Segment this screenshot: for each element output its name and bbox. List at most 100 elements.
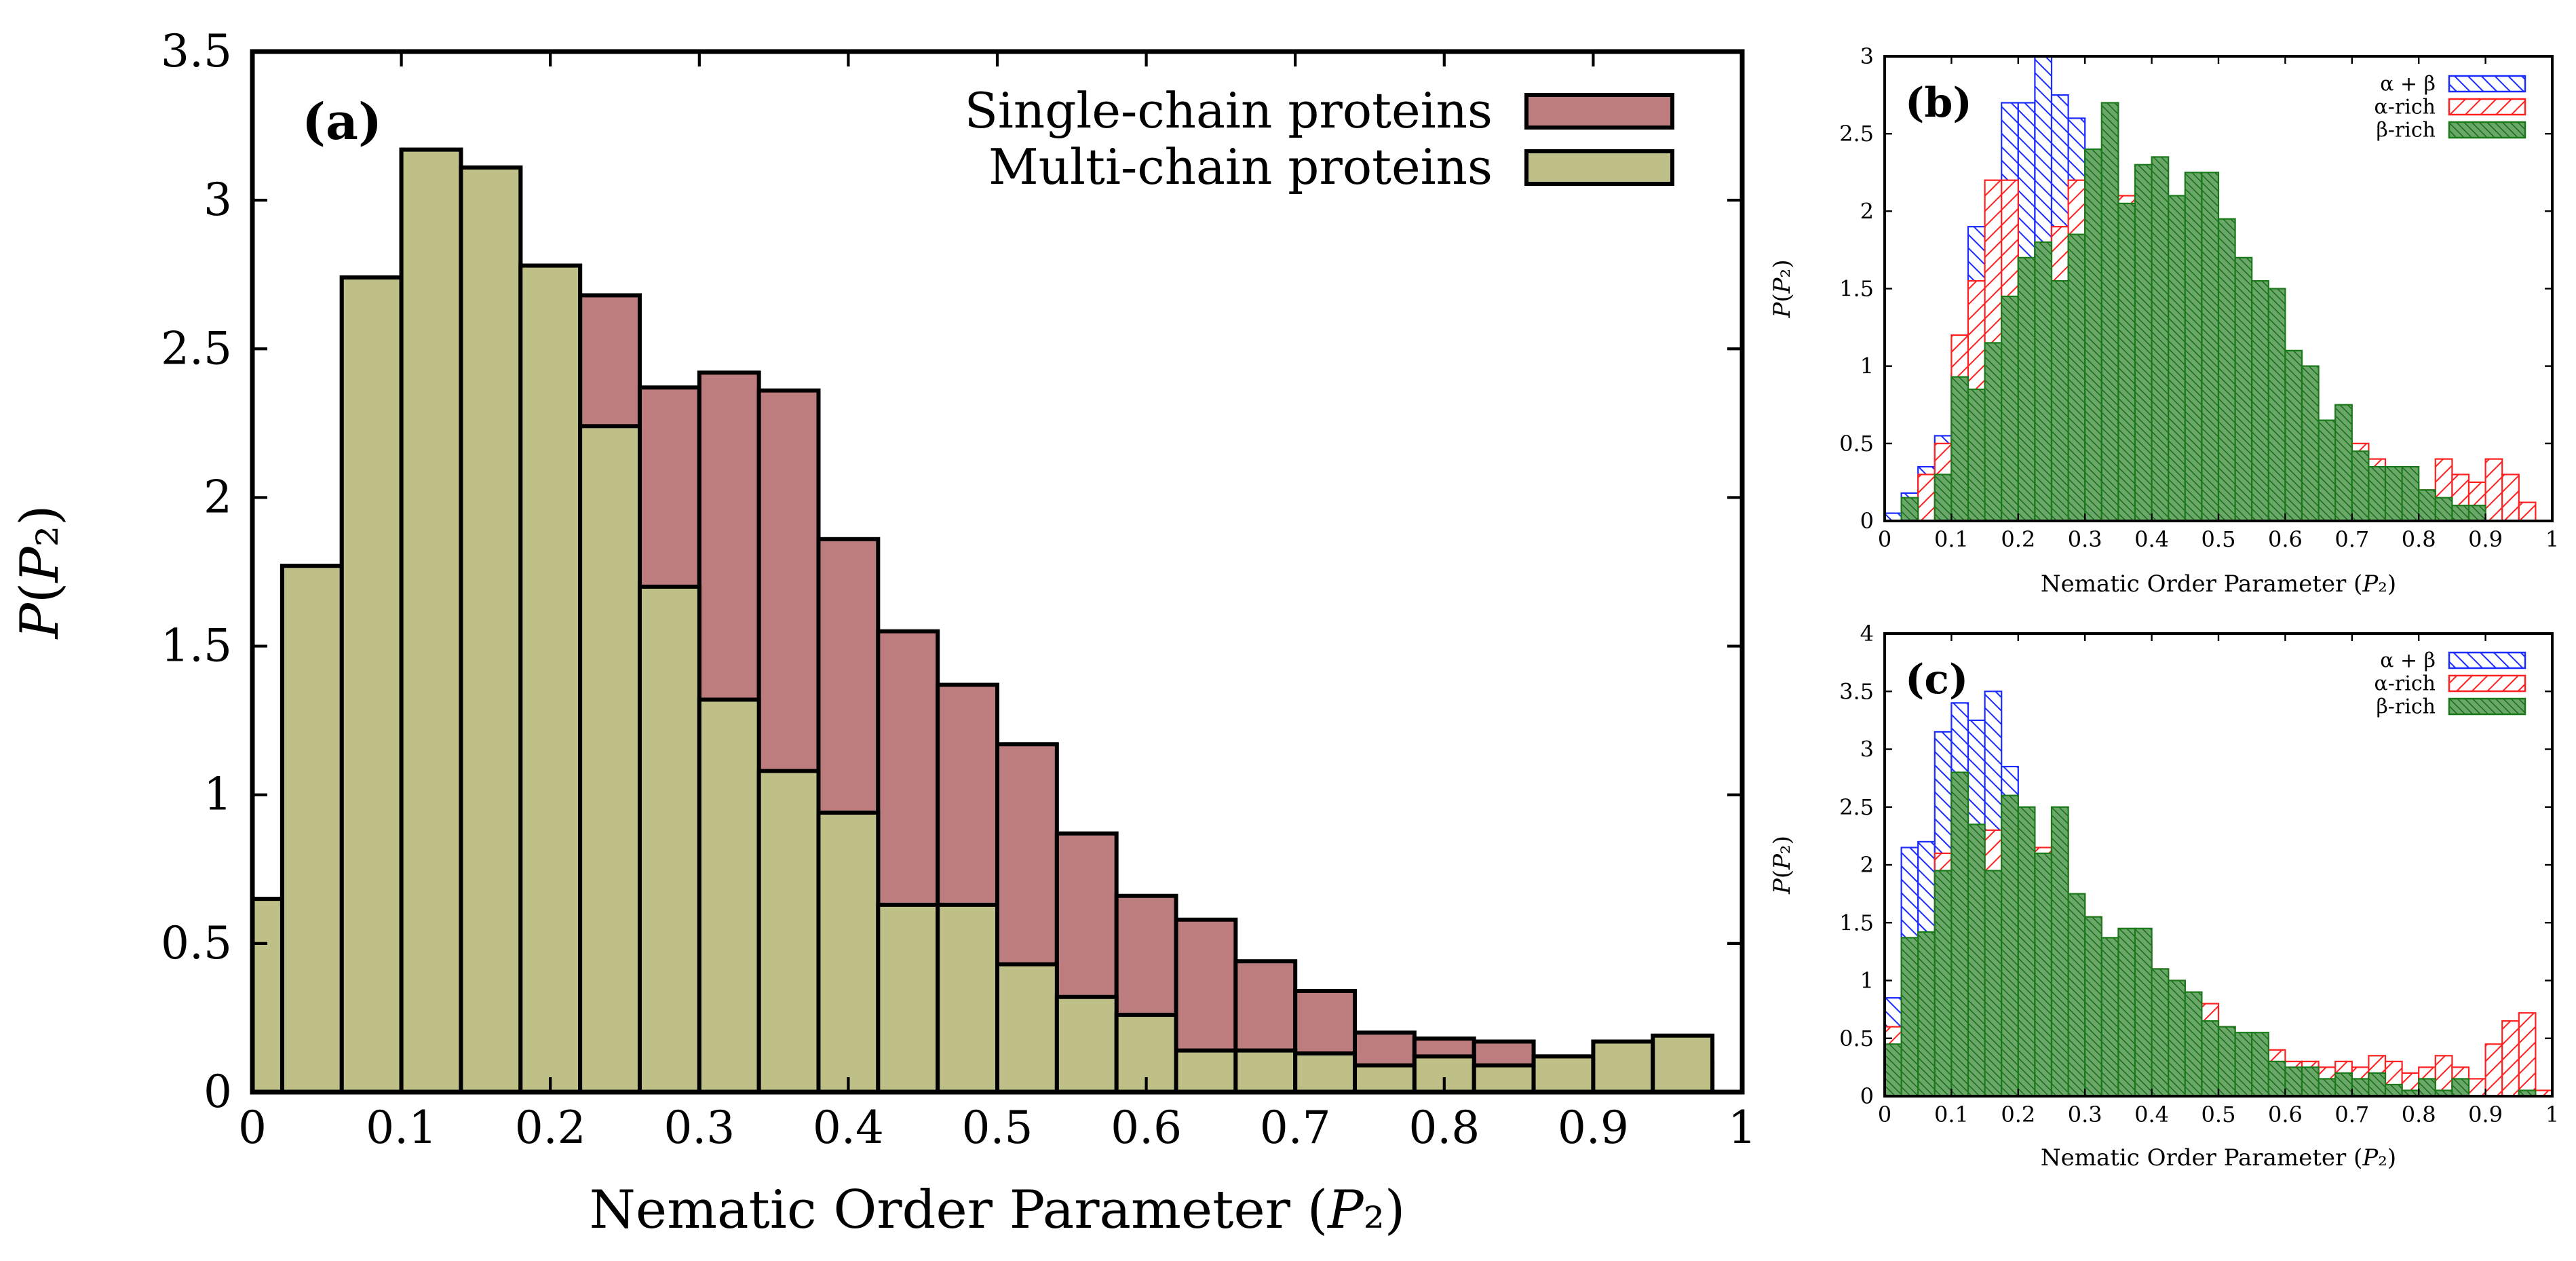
y-tick-label: 0 (1860, 508, 1874, 534)
bar-c-alpha_rich-38 (2518, 1012, 2537, 1098)
bar-b-beta_rich-33 (2434, 497, 2453, 522)
bar-c-beta_rich-10 (2050, 806, 2069, 1098)
bar-c-beta_rich-28 (2351, 1078, 2370, 1098)
bar-b-alpha_rich-38 (2518, 501, 2537, 522)
y-tick-label: 1 (1860, 353, 1874, 379)
x-tick-label: 0.8 (2402, 1102, 2436, 1127)
bar-c-beta_rich-20 (2217, 1026, 2236, 1098)
bar-c-beta_rich-9 (2034, 852, 2053, 1098)
bar-a-multi-10 (816, 811, 881, 1094)
y-axis-label-c: P(P₂) (1769, 836, 1796, 895)
legend-label: α + β (2380, 73, 2436, 96)
bar-b-beta_rich-16 (2151, 156, 2170, 522)
x-tick-label: 0.7 (1260, 1102, 1331, 1154)
bar-a-multi-11 (876, 902, 940, 1094)
panel-label-a: (a) (302, 93, 382, 151)
bar-c-beta_rich-32 (2418, 1078, 2436, 1098)
y-tick-label: 3 (204, 174, 232, 226)
panel-label-b: (b) (1905, 79, 1972, 127)
bar-a-multi-22 (1531, 1054, 1596, 1095)
bars-c (1883, 691, 2554, 1098)
bar-c-beta_rich-3 (1934, 870, 1953, 1098)
x-tick-label: 0.8 (2402, 526, 2436, 552)
bar-b-beta_rich-3 (1934, 473, 1953, 522)
x-tick-label: 0.1 (1934, 1102, 1969, 1127)
x-tick-label: 0.4 (2134, 526, 2169, 552)
bar-a-multi-3 (399, 147, 463, 1094)
bar-c-beta_rich-30 (2384, 1083, 2403, 1098)
x-tick-label: 0.7 (2334, 1102, 2369, 1127)
x-tick-label: 1 (1728, 1102, 1756, 1154)
y-tick-label: 2.5 (161, 322, 232, 374)
bar-b-beta_rich-31 (2401, 465, 2420, 522)
y-tick-label: 1.5 (1839, 910, 1874, 935)
bar-a-multi-9 (756, 769, 821, 1095)
x-tick-label: 0.6 (1111, 1102, 1182, 1154)
x-ticks-b: 0 0.1 0.2 0.3 0.4 0.5 0.6 0.7 0.8 0.9 1 (1878, 56, 2559, 552)
bar-b-beta_rich-14 (2117, 202, 2136, 522)
bar-b-beta_rich-26 (2318, 419, 2337, 522)
x-axis-label-c: Nematic Order Parameter (P₂) (2041, 1144, 2396, 1171)
legend-swatch-alpha_beta (2448, 651, 2526, 670)
bar-b-beta_rich-20 (2217, 218, 2236, 522)
bar-a-multi-8 (697, 697, 761, 1094)
bar-c-beta_rich-5 (1967, 823, 1986, 1098)
bar-a-multi-13 (995, 962, 1059, 1095)
x-tick-label: 0.6 (2268, 526, 2303, 552)
bar-c-beta_rich-19 (2201, 1020, 2220, 1098)
bar-a-multi-18 (1293, 1051, 1358, 1095)
bar-b-beta_rich-18 (2184, 172, 2203, 522)
bar-c-beta_rich-29 (2368, 1072, 2387, 1098)
y-axis-label-a: P(P₂) (9, 505, 71, 640)
bar-b-beta_rich-6 (1984, 342, 2003, 522)
legend-label: α + β (2380, 649, 2436, 673)
x-tick-label: 0.5 (962, 1102, 1033, 1154)
x-tick-label: 0.4 (813, 1102, 884, 1154)
y-tick-label: 2.5 (1839, 794, 1874, 820)
bar-b-beta_rich-11 (2067, 233, 2086, 522)
bar-b-beta_rich-12 (2084, 148, 2102, 522)
panel-label-c: (c) (1905, 656, 1968, 703)
bar-b-beta_rich-9 (2034, 241, 2053, 522)
x-tick-label: 0.2 (2001, 1102, 2035, 1127)
legend-label: β-rich (2376, 119, 2436, 142)
y-tick-label: 0 (204, 1066, 232, 1118)
x-tick-label: 0.2 (2001, 526, 2035, 552)
y-tick-label: 1 (1860, 968, 1874, 994)
bar-a-multi-17 (1233, 1048, 1298, 1095)
y-tick-label: 3 (1860, 737, 1874, 762)
legend-swatch-alpha_rich (2448, 98, 2526, 116)
bar-b-beta_rich-24 (2284, 349, 2303, 522)
y-tick-label: 3.5 (161, 25, 232, 77)
bar-c-beta_rich-1 (1900, 937, 1919, 1098)
x-tick-label: 1 (2545, 1102, 2559, 1127)
x-tick-label: 0.6 (2268, 1102, 2303, 1127)
legend-swatch-alpha_rich (2448, 674, 2526, 693)
bar-c-beta_rich-16 (2151, 968, 2170, 1098)
bar-c-beta_rich-34 (2451, 1078, 2470, 1098)
bar-c-beta_rich-25 (2301, 1066, 2320, 1098)
bar-a-multi-6 (578, 424, 642, 1094)
bar-c-beta_rich-14 (2117, 927, 2136, 1098)
bar-c-beta_rich-6 (1984, 870, 2003, 1098)
bar-b-beta_rich-32 (2418, 489, 2436, 522)
bar-c-beta_rich-27 (2334, 1072, 2353, 1098)
y-tick-label: 0.5 (1839, 431, 1874, 457)
x-tick-label: 0.9 (2468, 526, 2503, 552)
bar-b-beta_rich-15 (2134, 163, 2153, 522)
bar-c-alpha_rich-37 (2501, 1020, 2520, 1098)
x-axis-label-a: Nematic Order Parameter (P₂) (590, 1180, 1406, 1241)
x-tick-label: 0.5 (2202, 1102, 2236, 1127)
x-tick-label: 0.2 (515, 1102, 586, 1154)
bars-b (1883, 55, 2537, 522)
x-ticks-c: 0 0.1 0.2 0.3 0.4 0.5 0.6 0.7 0.8 0.9 1 (1878, 634, 2559, 1127)
bar-a-multi-5 (518, 263, 583, 1095)
bar-b-beta_rich-25 (2301, 365, 2320, 522)
legend-label: α-rich (2375, 672, 2436, 696)
bar-b-alpha_rich-2 (1917, 473, 1936, 522)
bar-b-beta_rich-28 (2351, 450, 2370, 522)
x-tick-label: 0 (1878, 1102, 1891, 1127)
x-tick-label: 0.8 (1408, 1102, 1480, 1154)
